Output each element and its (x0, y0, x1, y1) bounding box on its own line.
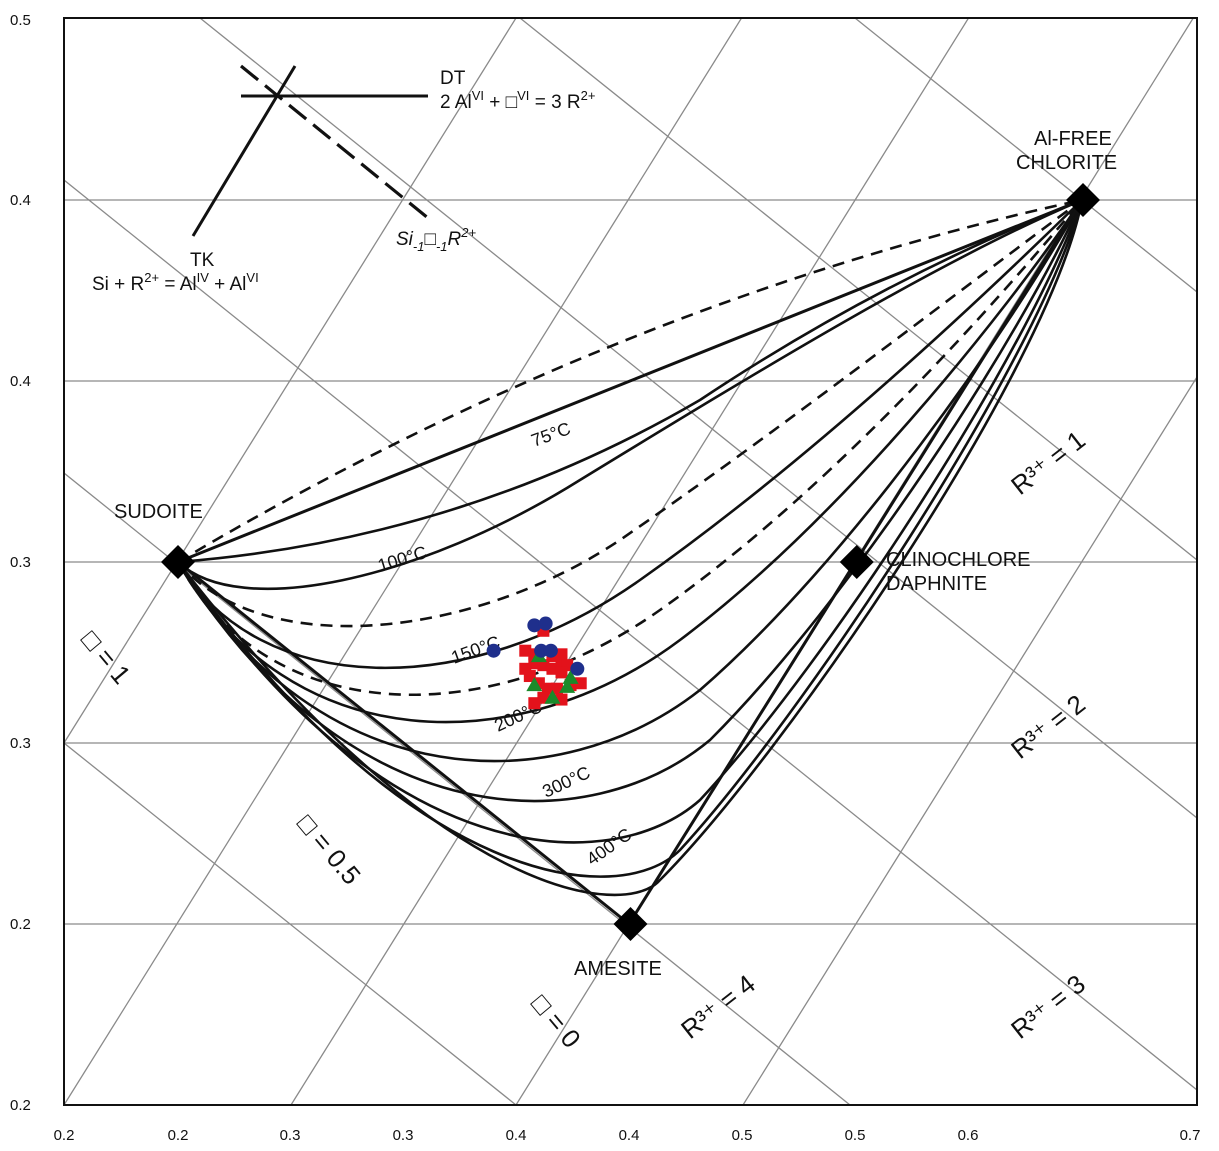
data-point-circle (543, 643, 558, 658)
isotherm-labels: 75°C 100°C 150°C 200°C 300°C 400°C (375, 418, 635, 869)
data-point-circle (538, 616, 553, 631)
tk-name-label: TK (190, 250, 215, 271)
sudoite-amesite-edge (177, 560, 630, 926)
x-tick-label: 0.3 (393, 1127, 414, 1144)
isotherm-75-dashed (177, 198, 1083, 564)
vacancy-line (64, 18, 517, 744)
x-axis: 0.2 0.2 0.3 0.3 0.4 0.4 0.5 0.5 0.6 0.7 (54, 1127, 1201, 1144)
isotherm-150 (176, 199, 1083, 670)
data-point-triangle (544, 689, 561, 704)
data-point-square (519, 644, 532, 657)
isotherm-400 (176, 199, 1084, 878)
data-point-square (528, 697, 541, 710)
data-point-square (537, 659, 550, 672)
vacancy-line (290, 18, 970, 1105)
isotherm-label: 75°C (529, 418, 574, 451)
tk-equation-label: Si + R2+ = AlIV + AlVI (92, 270, 259, 295)
y-tick-label: 0.3 (10, 735, 31, 752)
vacancy-label: □ = 0.5 (291, 809, 366, 891)
end-member-label: AMESITE (574, 958, 662, 980)
y-tick-label: 0.2 (10, 1097, 31, 1114)
vacancy-line (742, 376, 1197, 1105)
r3-label: R³⁺ = 2 (1005, 689, 1091, 765)
isotherm-100 (177, 198, 1083, 591)
isotherm-label: 100°C (375, 542, 429, 576)
data-point-triangle (559, 678, 576, 693)
y-tick-label: 0.3 (10, 554, 31, 571)
y-tick-label: 0.5 (10, 12, 31, 29)
vacancy-labels: □ = 1 □ = 0.5 □ = 0 (75, 625, 586, 1054)
x-tick-label: 0.5 (732, 1127, 753, 1144)
data-point-circle (527, 618, 542, 633)
isotherm-450 (176, 199, 1084, 897)
isotherms (176, 198, 1084, 897)
data-points (486, 616, 587, 710)
data-point-square (555, 666, 568, 679)
tk-vector (191, 65, 297, 237)
vacancy-line (64, 18, 743, 1105)
end-member-markers (161, 183, 1100, 941)
y-tick-label: 0.2 (10, 916, 31, 933)
r3-label: R³⁺ = 4 (675, 969, 761, 1045)
x-tick-label: 0.3 (280, 1127, 301, 1144)
x-tick-label: 0.6 (958, 1127, 979, 1144)
data-point-square (541, 682, 554, 695)
y-axis: 0.2 0.2 0.3 0.3 0.4 0.4 0.5 (10, 12, 31, 1114)
r3-line (199, 18, 1197, 819)
dt-equation-label: 2 AlVI + □VI = 3 R2+ (440, 88, 596, 113)
end-member-labels: SUDOITE AMESITE CLINOCHLORE DAPHNITE Al-… (114, 128, 1117, 980)
r3-isopleths (64, 18, 1197, 1105)
end-member-marker (839, 545, 874, 579)
end-member-label: Al-FREE (1034, 128, 1112, 150)
y-tick-label: 0.4 (10, 373, 31, 390)
isotherm-175-dashed (176, 199, 1083, 696)
vacancy-label: □ = 0 (525, 989, 586, 1054)
x-tick-label: 0.4 (619, 1127, 640, 1144)
end-member-label: CHLORITE (1016, 152, 1117, 174)
end-member-label: SUDOITE (114, 501, 203, 523)
end-member-label: DAPHNITE (886, 573, 987, 595)
x-tick-label: 0.5 (845, 1127, 866, 1144)
end-member-marker (1066, 183, 1100, 217)
isotherm-300 (176, 199, 1084, 803)
sudoite-alfree-edge (177, 198, 1083, 564)
x-tick-label: 0.4 (506, 1127, 527, 1144)
plot-frame (63, 17, 1198, 1106)
r3-line (64, 742, 517, 1105)
data-point-square (523, 670, 536, 683)
vacancy-label: □ = 1 (75, 625, 136, 690)
data-point-circle (534, 643, 549, 658)
isotherm-75 (177, 198, 1083, 564)
end-member-marker (613, 907, 648, 941)
data-point-square (546, 662, 559, 675)
isotherm-125-dashed (177, 198, 1083, 628)
end-member-label: CLINOCHLORE (886, 549, 1030, 571)
data-point-circle (570, 661, 585, 676)
di-vector-label: Si-1□-1R2+ (396, 225, 476, 254)
x-tick-label: 0.7 (1180, 1127, 1201, 1144)
substitution-vectors: DT 2 AlVI + □VI = 3 R2+ TK Si + R2+ = Al… (92, 64, 596, 295)
isotherm-350 (176, 199, 1084, 844)
dt-name-label: DT (440, 68, 466, 89)
r3-line (64, 179, 1197, 1091)
data-point-square (574, 677, 587, 690)
x-tick-label: 0.2 (168, 1127, 189, 1144)
di-vector (239, 64, 430, 220)
x-tick-label: 0.2 (54, 1127, 75, 1144)
r3-label: R³⁺ = 1 (1005, 425, 1091, 501)
y-tick-label: 0.4 (10, 192, 31, 209)
data-point-triangle (526, 677, 543, 692)
r3-line (854, 18, 1197, 293)
data-point-circle (486, 643, 501, 658)
end-member-marker (161, 545, 195, 579)
r3-label: R³⁺ = 3 (1005, 969, 1091, 1045)
isotherm-200 (176, 199, 1084, 724)
isotherm-label: 400°C (583, 824, 636, 869)
